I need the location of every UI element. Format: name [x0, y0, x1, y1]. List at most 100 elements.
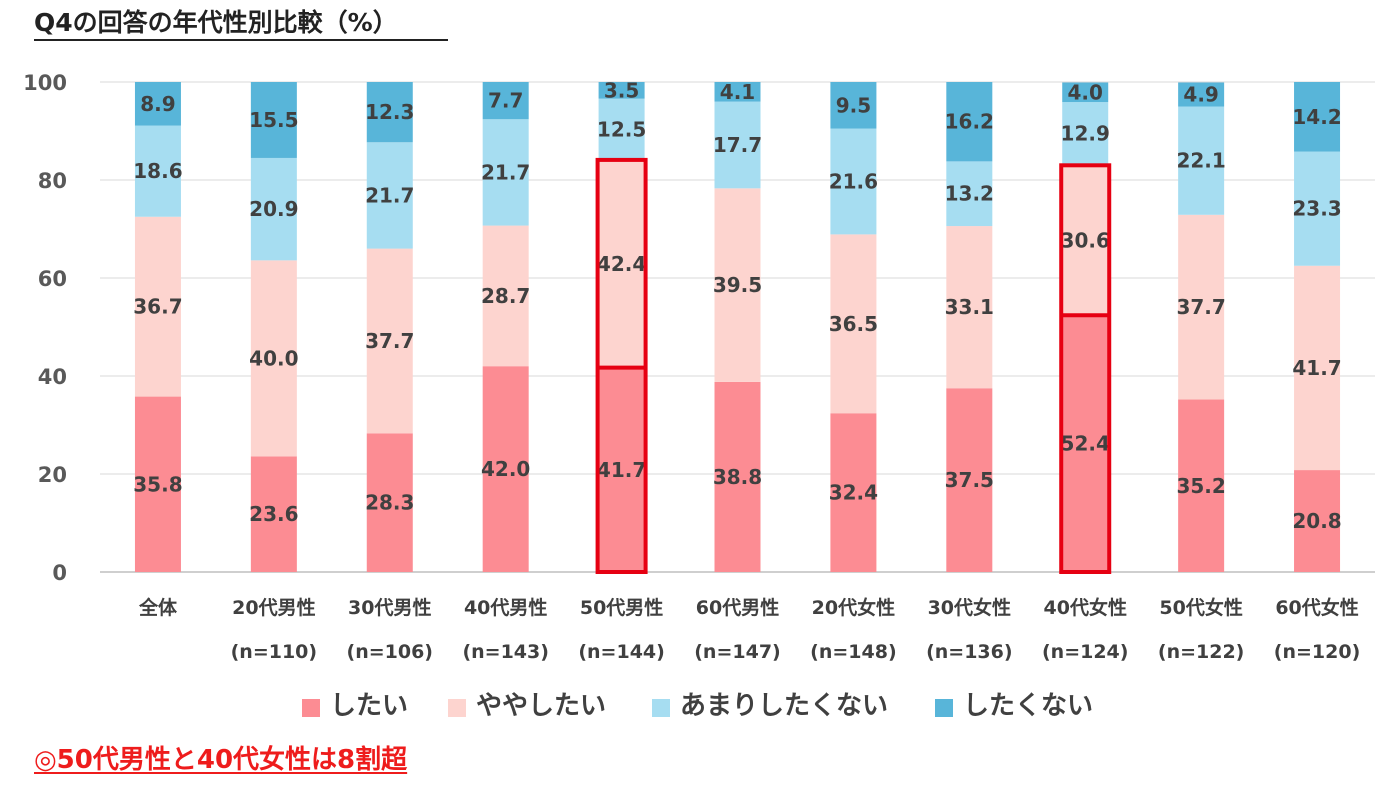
bar-segment — [482, 366, 529, 572]
data-label: 30.6 — [1061, 228, 1110, 252]
x-tick-count: (n=148) — [810, 641, 896, 663]
x-tick-label: 20代女性 — [812, 596, 895, 619]
data-label: 42.0 — [481, 457, 530, 481]
bar-segment — [714, 82, 761, 102]
bar-segment — [830, 128, 877, 235]
data-label: 13.2 — [945, 182, 994, 206]
bar-segment — [598, 82, 645, 99]
highlight-outline — [1059, 163, 1112, 575]
bar-segment — [598, 159, 645, 368]
bar-segment — [1178, 214, 1225, 400]
chart-title: Q4の回答の年代性別比較（%） — [34, 8, 398, 37]
bar-segment — [134, 396, 181, 572]
data-label: 20.8 — [1292, 509, 1341, 533]
data-label: 36.5 — [829, 312, 878, 336]
data-label: 12.5 — [597, 117, 646, 141]
bar-segment — [946, 82, 993, 162]
data-label: 23.6 — [249, 502, 298, 526]
y-tick-label-60: 60 — [38, 267, 67, 291]
data-label: 37.5 — [945, 468, 994, 492]
bar-segment — [830, 82, 877, 129]
x-tick-label: 50代男性 — [580, 596, 663, 619]
bar-segment — [714, 381, 761, 572]
bar-segment — [250, 82, 297, 158]
data-label: 36.7 — [133, 295, 182, 319]
data-label: 17.7 — [713, 133, 762, 157]
data-label: 8.9 — [140, 92, 175, 116]
bar-segment — [482, 225, 529, 367]
x-tick-label: 40代男性 — [464, 596, 547, 619]
bar-segment — [250, 260, 297, 457]
y-tick-label-0: 0 — [52, 561, 67, 585]
stacked-bar-chart: 0 20 40 60 80 100 35.8 36.7 18.6 8.9 23.6 40.0 20.9 1… — [23, 71, 1375, 663]
legend-label-shitakunai: したくない — [963, 691, 1094, 721]
data-label: 41.7 — [1292, 356, 1341, 380]
x-tick-count: (n=147) — [694, 641, 780, 663]
data-label: 23.3 — [1292, 197, 1341, 221]
data-label: 21.7 — [365, 183, 414, 207]
bar-segment — [134, 125, 181, 217]
bar-segment — [366, 142, 413, 249]
data-label: 28.7 — [481, 284, 530, 308]
x-tick-label: 30代男性 — [348, 596, 431, 619]
x-tick-count: (n=110) — [231, 641, 317, 663]
data-label: 35.2 — [1176, 474, 1225, 498]
data-label: 41.7 — [597, 458, 646, 482]
bar-segment — [1178, 82, 1225, 107]
chart-legend: したい ややしたい あまりしたくない したくない — [0, 688, 1400, 724]
data-label: 7.7 — [488, 89, 523, 113]
data-label: 42.4 — [597, 252, 646, 276]
legend-swatch-shitakunai — [935, 699, 953, 717]
y-tick-label-100: 100 — [23, 71, 67, 95]
data-label: 21.7 — [481, 160, 530, 184]
footnote: ◎50代男性と40代女性は8割超 — [34, 745, 408, 775]
bar-segment — [250, 157, 297, 261]
bar-segment — [598, 98, 645, 160]
data-label: 22.1 — [1176, 149, 1225, 173]
bar-segment — [598, 367, 645, 572]
data-label: 39.5 — [713, 273, 762, 297]
x-tick-label: 20代男性 — [232, 596, 315, 619]
data-label: 3.5 — [604, 78, 639, 102]
bar-segment — [482, 119, 529, 226]
data-label: 20.9 — [249, 197, 298, 221]
x-tick-label: 60代男性 — [696, 596, 779, 619]
bar-segment — [1062, 102, 1109, 166]
bar-segment — [1178, 106, 1225, 215]
bar-segment — [714, 101, 761, 189]
data-label: 28.3 — [365, 491, 414, 515]
bar-segment — [134, 216, 181, 397]
data-label: 12.3 — [365, 100, 414, 124]
x-tick-label: 40代女性 — [1044, 596, 1127, 619]
legend-swatch-amari-shitakunai — [652, 699, 670, 717]
bar-segment — [366, 433, 413, 572]
data-label: 14.2 — [1292, 105, 1341, 129]
data-label: 16.2 — [945, 110, 994, 134]
legend-label-yaya-shitai: ややしたい — [476, 691, 607, 721]
bar-segment — [830, 413, 877, 572]
data-label: 33.1 — [945, 295, 994, 319]
y-tick-label-40: 40 — [38, 365, 67, 389]
x-tick-count: (n=122) — [1158, 641, 1244, 663]
x-tick-count: (n=124) — [1042, 641, 1128, 663]
bar-segment — [946, 226, 993, 389]
bar-segment — [366, 248, 413, 434]
data-label: 4.9 — [1183, 82, 1218, 106]
data-label: 37.7 — [365, 329, 414, 353]
x-tick-label: 全体 — [138, 596, 178, 619]
bar-segment — [1294, 82, 1341, 152]
data-label: 32.4 — [829, 481, 878, 505]
data-label: 12.9 — [1061, 122, 1110, 146]
data-label: 15.5 — [249, 108, 298, 132]
y-tick-label-20: 20 — [38, 463, 67, 487]
bar-segment — [1294, 470, 1341, 572]
x-tick-label: 50代女性 — [1159, 596, 1242, 619]
data-label: 21.6 — [829, 169, 878, 193]
data-label: 35.8 — [133, 472, 182, 496]
x-tick-count: (n=144) — [578, 641, 664, 663]
bar-segment — [830, 234, 877, 414]
x-tick-count: (n=136) — [926, 641, 1012, 663]
x-tick-label: 60代女性 — [1275, 596, 1358, 619]
legend-label-amari-shitakunai: あまりしたくない — [680, 691, 889, 721]
bar-segment — [250, 456, 297, 572]
